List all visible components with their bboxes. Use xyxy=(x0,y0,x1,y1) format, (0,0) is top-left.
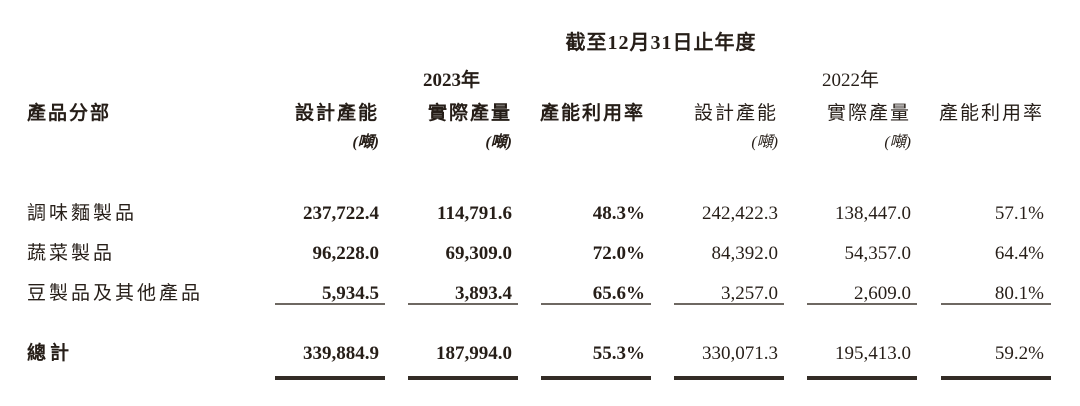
row-label: 蔬菜製品 xyxy=(27,243,116,264)
col-header-design-capacity-2022: 設計產能 xyxy=(693,103,778,124)
column-rule-thin xyxy=(674,303,784,305)
column-rule-thick xyxy=(674,376,784,380)
total-value: 339,884.9 xyxy=(303,343,379,364)
cell-value: 3,893.4 xyxy=(455,283,512,304)
column-rule-thick xyxy=(275,376,385,380)
unit-label-row: (噸) (噸) (噸) (噸) xyxy=(0,131,1080,155)
unit-tonnes-design-2022: (噸) xyxy=(751,134,778,151)
column-rule-thin xyxy=(941,303,1051,305)
year-2023-label: 2023年 xyxy=(422,70,480,91)
column-rule-thick xyxy=(408,376,518,380)
total-value: 55.3% xyxy=(592,343,645,364)
cell-value: 3,257.0 xyxy=(721,283,778,304)
column-rule-thin xyxy=(807,303,917,305)
cell-value: 96,228.0 xyxy=(312,243,380,264)
cell-value: 138,447.0 xyxy=(835,203,911,224)
col-header-actual-output-2023: 實際產量 xyxy=(427,103,512,124)
row-label: 調味麵製品 xyxy=(27,203,138,224)
table-row: 豆製品及其他產品 5,934.5 3,893.4 65.6% 3,257.0 2… xyxy=(0,278,1080,310)
column-rule-thin xyxy=(275,303,385,305)
total-value: 195,413.0 xyxy=(835,343,911,364)
column-rule-thin xyxy=(408,303,518,305)
cell-value: 114,791.6 xyxy=(437,203,512,224)
col-header-utilisation-rate-2022: 產能利用率 xyxy=(938,103,1044,124)
year-2022-label: 2022年 xyxy=(821,70,879,91)
table-header-group: 截至12月31日止年度 xyxy=(0,30,1080,56)
column-rule-thin xyxy=(541,303,651,305)
total-value: 59.2% xyxy=(994,343,1044,364)
col-header-actual-output-2022: 實際產量 xyxy=(826,103,911,124)
unit-tonnes-actual-2022: (噸) xyxy=(884,134,911,151)
column-rule-thick xyxy=(941,376,1051,380)
cell-value: 72.0% xyxy=(592,243,645,264)
col-header-design-capacity-2023: 設計產能 xyxy=(294,103,379,124)
cell-value: 48.3% xyxy=(592,203,645,224)
cell-value: 57.1% xyxy=(994,203,1044,224)
cell-value: 65.6% xyxy=(592,283,645,304)
row-label: 豆製品及其他產品 xyxy=(27,283,204,304)
cell-value: 237,722.4 xyxy=(303,203,379,224)
table-row: 蔬菜製品 96,228.0 69,309.0 72.0% 84,392.0 54… xyxy=(0,238,1080,270)
cell-value: 69,309.0 xyxy=(445,243,513,264)
col-header-utilisation-rate-2023: 產能利用率 xyxy=(539,103,645,124)
cell-value: 80.1% xyxy=(994,283,1044,304)
total-value: 187,994.0 xyxy=(436,343,512,364)
cell-value: 242,422.3 xyxy=(702,203,778,224)
cell-value: 84,392.0 xyxy=(711,243,779,264)
cell-value: 2,609.0 xyxy=(854,283,911,304)
cell-value: 54,357.0 xyxy=(844,243,912,264)
total-label: 總計 xyxy=(27,343,74,364)
row-header-product-segment: 產品分部 xyxy=(27,103,112,124)
cell-value: 64.4% xyxy=(994,243,1044,264)
column-rule-thick xyxy=(541,376,651,380)
table-group-title: 截至12月31日止年度 xyxy=(565,32,757,54)
column-header-row: 產品分部 設計產能 實際產量 產能利用率 設計產能 實際產量 產能利用率 xyxy=(0,100,1080,127)
column-rule-thick xyxy=(807,376,917,380)
table-row: 調味麵製品 237,722.4 114,791.6 48.3% 242,422.… xyxy=(0,198,1080,230)
year-label-row: 2023年 2022年 xyxy=(0,68,1080,94)
unit-tonnes-design-2023: (噸) xyxy=(352,134,379,151)
total-value: 330,071.3 xyxy=(702,343,778,364)
total-row: 總計 339,884.9 187,994.0 55.3% 330,071.3 1… xyxy=(0,338,1080,370)
unit-tonnes-actual-2023: (噸) xyxy=(485,134,512,151)
cell-value: 5,934.5 xyxy=(322,283,379,304)
